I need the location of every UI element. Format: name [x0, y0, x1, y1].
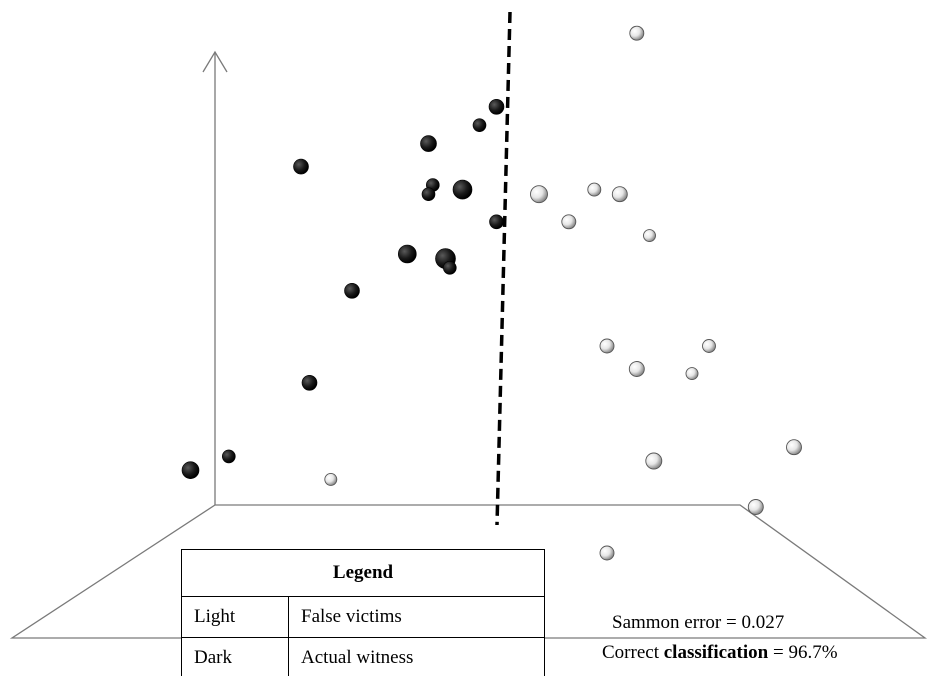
- floor-plane: [9, 504, 928, 639]
- dark-data-point-3: [420, 135, 437, 152]
- light-data-point-11: [645, 452, 663, 470]
- dark-data-point-15: [181, 461, 200, 480]
- legend-title: Legend: [181, 549, 545, 597]
- light-data-point-13: [324, 472, 338, 486]
- classification-value: = 96.7%: [772, 642, 838, 663]
- light-data-point-3: [587, 182, 602, 197]
- light-data-point-10: [685, 367, 699, 381]
- dark-data-point-14: [222, 449, 236, 464]
- legend-key-light: Light: [181, 596, 289, 638]
- dark-data-point-2: [472, 118, 487, 132]
- classification-word: classification: [663, 642, 769, 663]
- light-data-point-12: [786, 439, 802, 456]
- light-data-point-7: [599, 338, 615, 354]
- light-data-point-6: [643, 229, 656, 243]
- light-data-point-5: [561, 214, 577, 230]
- class-separator-line: [495, 11, 512, 526]
- light-data-point-1: [629, 25, 645, 41]
- dark-data-point-12: [344, 282, 360, 299]
- legend: Legend Light False victims Dark Actual w…: [181, 549, 545, 676]
- dark-data-point-8: [489, 214, 504, 230]
- legend-row-light: Light False victims: [181, 596, 545, 638]
- dark-data-point-1: [488, 99, 505, 115]
- axes: [9, 50, 928, 639]
- dark-data-point-13: [301, 374, 318, 391]
- data-points: [181, 25, 802, 561]
- classification-prefix: Correct: [602, 642, 659, 663]
- legend-label-dark: Actual witness: [288, 637, 545, 676]
- legend-row-dark: Dark Actual witness: [181, 637, 545, 676]
- legend-key-dark: Dark: [181, 637, 289, 676]
- dark-data-point-9: [397, 244, 417, 264]
- y-axis-arrowhead: [202, 50, 228, 73]
- light-data-point-8: [702, 339, 716, 353]
- light-data-point-9: [628, 361, 645, 377]
- legend-label-light: False victims: [288, 596, 545, 638]
- light-data-point-2: [530, 185, 548, 204]
- dark-data-point-4: [293, 158, 309, 175]
- light-data-point-15: [599, 545, 615, 561]
- sammon-error-annotation: Sammon error = 0.027: [612, 612, 785, 633]
- dark-data-point-7: [452, 179, 473, 200]
- dark-data-point-11: [442, 260, 457, 275]
- classification-annotation: Correct classification = 96.7%: [602, 642, 838, 664]
- light-data-point-4: [611, 186, 628, 203]
- light-data-point-14: [747, 499, 764, 515]
- dark-data-point-6: [421, 187, 436, 201]
